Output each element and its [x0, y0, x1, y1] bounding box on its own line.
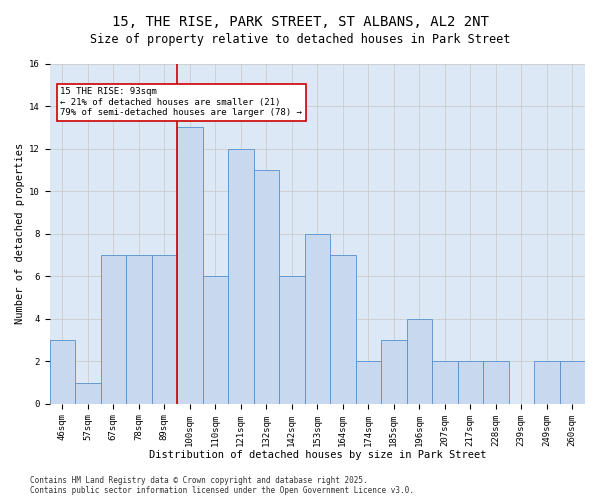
- Bar: [534, 362, 560, 404]
- Bar: [407, 319, 432, 404]
- X-axis label: Distribution of detached houses by size in Park Street: Distribution of detached houses by size …: [149, 450, 486, 460]
- Bar: [381, 340, 407, 404]
- Bar: [50, 340, 75, 404]
- Text: Size of property relative to detached houses in Park Street: Size of property relative to detached ho…: [90, 32, 510, 46]
- Bar: [458, 362, 483, 404]
- Bar: [203, 276, 228, 404]
- Bar: [152, 255, 177, 404]
- Bar: [483, 362, 509, 404]
- Bar: [254, 170, 279, 404]
- Bar: [75, 382, 101, 404]
- Bar: [432, 362, 458, 404]
- Bar: [101, 255, 126, 404]
- Bar: [356, 362, 381, 404]
- Y-axis label: Number of detached properties: Number of detached properties: [15, 143, 25, 324]
- Bar: [126, 255, 152, 404]
- Bar: [177, 128, 203, 404]
- Text: 15 THE RISE: 93sqm
← 21% of detached houses are smaller (21)
79% of semi-detache: 15 THE RISE: 93sqm ← 21% of detached hou…: [61, 88, 302, 117]
- Text: Contains HM Land Registry data © Crown copyright and database right 2025.
Contai: Contains HM Land Registry data © Crown c…: [30, 476, 414, 495]
- Bar: [560, 362, 585, 404]
- Bar: [228, 148, 254, 404]
- Bar: [330, 255, 356, 404]
- Bar: [305, 234, 330, 404]
- Bar: [279, 276, 305, 404]
- Text: 15, THE RISE, PARK STREET, ST ALBANS, AL2 2NT: 15, THE RISE, PARK STREET, ST ALBANS, AL…: [112, 15, 488, 29]
